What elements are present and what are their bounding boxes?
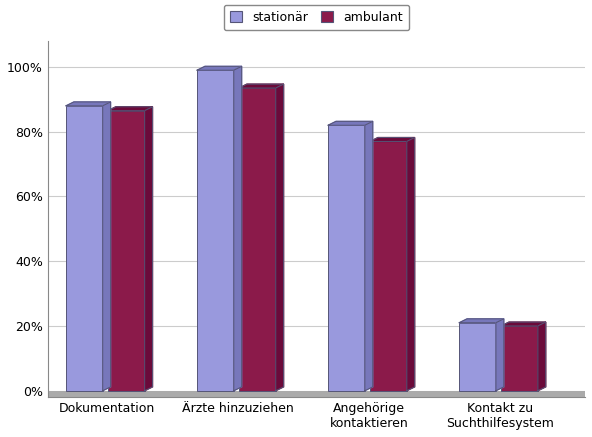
Bar: [328, 125, 365, 391]
Bar: [501, 326, 538, 391]
Polygon shape: [276, 84, 284, 391]
Polygon shape: [66, 102, 111, 106]
Bar: [66, 106, 103, 391]
Bar: [108, 111, 144, 391]
Polygon shape: [108, 107, 153, 111]
Polygon shape: [365, 121, 373, 391]
Bar: [370, 142, 407, 391]
Legend: stationär, ambulant: stationär, ambulant: [224, 5, 409, 30]
Polygon shape: [234, 66, 242, 391]
Polygon shape: [538, 322, 546, 391]
Polygon shape: [328, 121, 373, 125]
Polygon shape: [370, 138, 414, 142]
Polygon shape: [501, 322, 546, 326]
Polygon shape: [103, 102, 111, 391]
Bar: [459, 323, 496, 391]
Bar: [197, 70, 234, 391]
Bar: [239, 88, 276, 391]
Polygon shape: [407, 138, 414, 391]
Polygon shape: [239, 84, 284, 88]
Bar: [28, 391, 591, 399]
Polygon shape: [459, 319, 504, 323]
Polygon shape: [144, 107, 153, 391]
Polygon shape: [197, 66, 242, 70]
Polygon shape: [496, 319, 504, 391]
